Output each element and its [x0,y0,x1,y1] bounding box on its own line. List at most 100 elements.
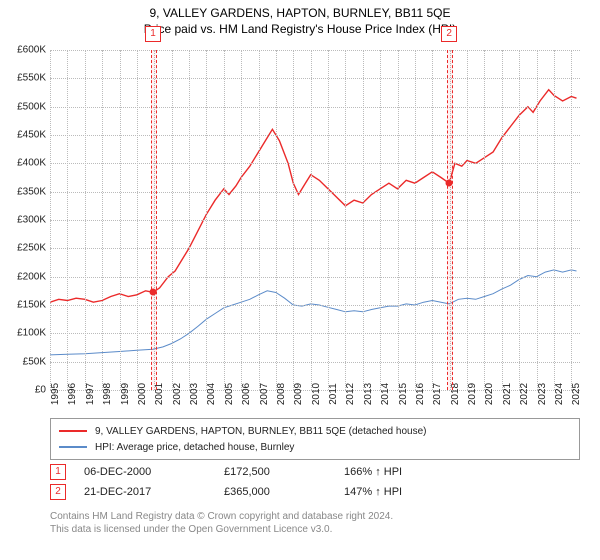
sales-table: 1 06-DEC-2000 £172,500 166% ↑ HPI 2 21-D… [50,462,580,502]
attribution-text: Contains HM Land Registry data © Crown c… [50,510,580,536]
title-block: 9, VALLEY GARDENS, HAPTON, BURNLEY, BB11… [0,0,600,36]
x-axis-label: 2020 [484,383,495,405]
y-axis-label: £500K [17,101,46,112]
x-axis-label: 2016 [415,383,426,405]
legend-swatch [59,446,87,448]
gridline-vertical [432,50,433,390]
sale-pct-vs-hpi: 166% ↑ HPI [344,466,454,478]
gridline-horizontal [50,362,580,363]
gridline-vertical [519,50,520,390]
y-axis-label: £50K [23,356,46,367]
y-axis-label: £100K [17,328,46,339]
y-axis-label: £200K [17,271,46,282]
gridline-vertical [484,50,485,390]
gridline-vertical [137,50,138,390]
gridline-vertical [328,50,329,390]
gridline-vertical [398,50,399,390]
gridline-horizontal [50,333,580,334]
gridline-vertical [120,50,121,390]
gridline-vertical [554,50,555,390]
gridline-horizontal [50,107,580,108]
x-axis-label: 2011 [328,383,339,405]
legend-item: 9, VALLEY GARDENS, HAPTON, BURNLEY, BB11… [59,423,571,439]
gridline-vertical [85,50,86,390]
x-axis-label: 2009 [293,383,304,405]
sale-date: 06-DEC-2000 [84,466,224,478]
gridline-vertical [293,50,294,390]
x-axis-label: 2014 [380,383,391,405]
y-axis-label: £150K [17,300,46,311]
sale-row: 1 06-DEC-2000 £172,500 166% ↑ HPI [50,462,580,482]
sale-pct-vs-hpi: 147% ↑ HPI [344,486,454,498]
attribution-line: This data is licensed under the Open Gov… [50,523,580,536]
sale-date: 21-DEC-2017 [84,486,224,498]
sale-row: 2 21-DEC-2017 £365,000 147% ↑ HPI [50,482,580,502]
sale-point-dot [446,180,453,187]
gridline-vertical [224,50,225,390]
attribution-line: Contains HM Land Registry data © Crown c… [50,510,580,523]
gridline-vertical [345,50,346,390]
gridline-horizontal [50,135,580,136]
x-axis-label: 2006 [241,383,252,405]
y-axis-label: £0 [35,385,46,396]
gridline-horizontal [50,220,580,221]
sale-marker-box: 2 [50,484,66,500]
gridline-horizontal [50,277,580,278]
sale-marker-box: 1 [50,464,66,480]
gridline-horizontal [50,78,580,79]
gridline-horizontal [50,163,580,164]
x-axis-label: 1999 [120,383,131,405]
sale-marker-band [447,50,453,390]
x-axis-label: 2008 [276,383,287,405]
x-axis-label: 2022 [519,383,530,405]
legend-item: HPI: Average price, detached house, Burn… [59,439,571,455]
x-axis-label: 2013 [363,383,374,405]
x-axis-label: 2010 [311,383,322,405]
gridline-vertical [363,50,364,390]
chart-container: 9, VALLEY GARDENS, HAPTON, BURNLEY, BB11… [0,0,600,560]
legend-label: 9, VALLEY GARDENS, HAPTON, BURNLEY, BB11… [95,426,426,437]
gridline-vertical [189,50,190,390]
y-axis-label: £350K [17,186,46,197]
gridline-vertical [241,50,242,390]
gridline-horizontal [50,305,580,306]
x-axis-label: 1998 [102,383,113,405]
sale-marker-number: 2 [441,26,457,42]
y-axis-label: £400K [17,158,46,169]
gridline-vertical [276,50,277,390]
title-subtitle: Price paid vs. HM Land Registry's House … [0,22,600,36]
gridline-vertical [50,50,51,390]
gridline-vertical [537,50,538,390]
x-axis-label: 1997 [85,383,96,405]
gridline-vertical [502,50,503,390]
x-axis-label: 2019 [467,383,478,405]
legend-box: 9, VALLEY GARDENS, HAPTON, BURNLEY, BB11… [50,418,580,460]
y-axis-label: £600K [17,45,46,56]
gridline-horizontal [50,248,580,249]
sale-marker-number: 1 [145,26,161,42]
series-line-hpi [50,270,577,355]
y-axis-label: £250K [17,243,46,254]
gridline-vertical [67,50,68,390]
x-axis-label: 2021 [502,383,513,405]
x-axis-label: 2017 [432,383,443,405]
gridline-vertical [380,50,381,390]
x-axis-label: 2015 [398,383,409,405]
chart-area: £0£50K£100K£150K£200K£250K£300K£350K£400… [50,50,580,390]
sale-price: £172,500 [224,466,344,478]
x-axis-label: 2004 [206,383,217,405]
gridline-vertical [571,50,572,390]
gridline-vertical [415,50,416,390]
x-axis-label: 2024 [554,383,565,405]
x-axis-label: 2023 [537,383,548,405]
gridline-horizontal [50,50,580,51]
gridline-vertical [206,50,207,390]
x-axis-label: 1996 [67,383,78,405]
title-address: 9, VALLEY GARDENS, HAPTON, BURNLEY, BB11… [0,6,600,20]
x-axis-label: 2012 [345,383,356,405]
x-axis-label: 2003 [189,383,200,405]
series-line-price_paid [50,90,577,303]
legend-label: HPI: Average price, detached house, Burn… [95,442,294,453]
y-axis-label: £550K [17,73,46,84]
y-axis-label: £450K [17,130,46,141]
